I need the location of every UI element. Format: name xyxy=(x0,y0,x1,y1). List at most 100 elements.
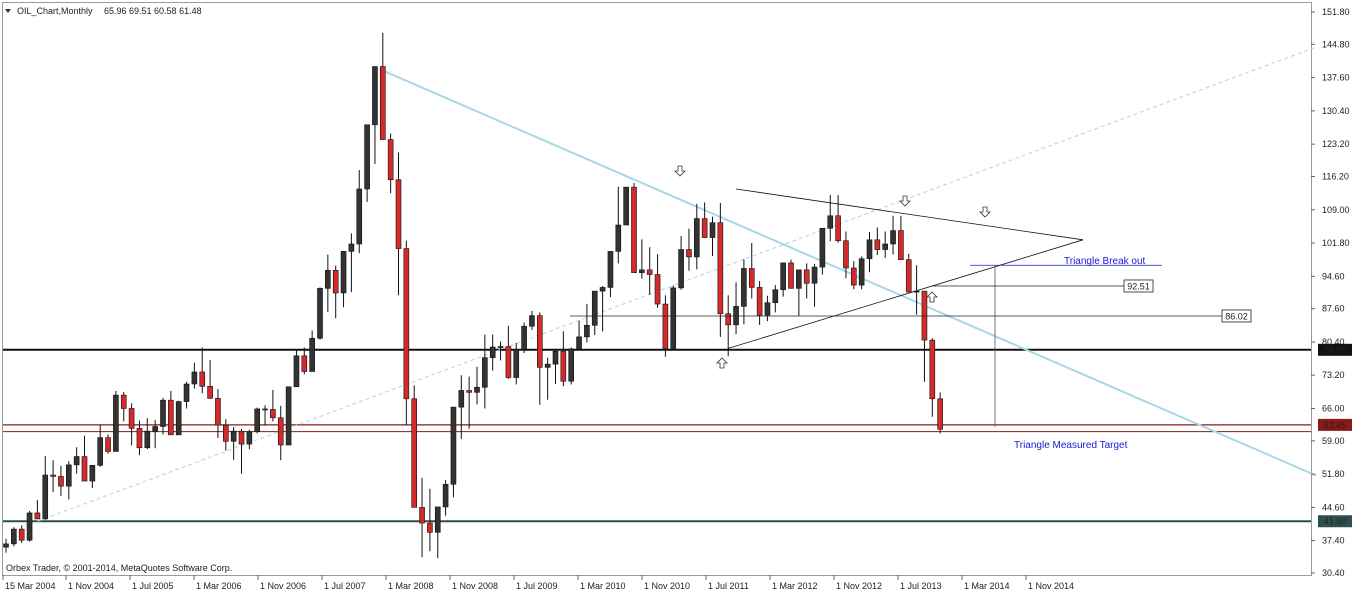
candle xyxy=(646,247,653,295)
candle xyxy=(309,330,315,372)
candle xyxy=(458,375,465,439)
candle-body xyxy=(466,390,472,393)
candle-body xyxy=(866,239,873,260)
candle-body xyxy=(709,222,716,238)
candle-body xyxy=(73,456,80,466)
candle-body xyxy=(670,287,677,349)
candle xyxy=(725,295,732,357)
candle xyxy=(780,262,786,297)
triangle-lower-line xyxy=(728,239,1084,349)
candle-body xyxy=(544,363,551,368)
candle-body xyxy=(513,349,520,378)
y-axis: 151.80 144.80 137.60 130.40 123.20 116.20 109.… xyxy=(1311,7,1352,578)
candle xyxy=(756,280,763,325)
candle xyxy=(866,231,873,273)
candle xyxy=(803,263,810,299)
x-tick-label: 1 Mar 2008 xyxy=(388,581,434,591)
candle xyxy=(50,460,56,493)
price-level-tag xyxy=(1318,515,1352,528)
candle-body xyxy=(764,302,771,316)
candle-body xyxy=(780,262,786,291)
candle-body xyxy=(403,248,410,400)
candle xyxy=(544,357,551,400)
candle-body xyxy=(230,430,237,442)
candle xyxy=(497,341,504,361)
price-level-tag xyxy=(1318,343,1352,356)
candle-body xyxy=(427,522,433,533)
candle xyxy=(811,263,818,307)
x-tick-label: 1 Mar 2006 xyxy=(196,581,242,591)
candle xyxy=(560,331,567,387)
chevron-down-icon[interactable] xyxy=(5,9,11,13)
candle-body xyxy=(207,386,213,399)
candle-body xyxy=(160,399,166,427)
candle xyxy=(81,435,88,482)
candle-body xyxy=(811,266,818,284)
candle xyxy=(709,216,716,256)
candle xyxy=(168,390,174,436)
candle xyxy=(340,251,347,308)
candle-body xyxy=(568,348,575,382)
candle xyxy=(152,420,158,449)
candle-body xyxy=(615,224,622,252)
candle-body xyxy=(874,239,881,250)
candle xyxy=(144,418,151,450)
candle xyxy=(819,227,826,275)
candle xyxy=(411,385,418,508)
candle-body xyxy=(175,401,182,436)
y-tick-label: 137.60 xyxy=(1322,73,1350,83)
x-tick-label: 1 Nov 2012 xyxy=(836,581,882,591)
candle xyxy=(858,256,865,290)
candle xyxy=(317,287,323,340)
candle-body xyxy=(50,474,56,477)
candle-body xyxy=(882,243,889,250)
candle xyxy=(113,390,119,452)
candle xyxy=(788,259,794,289)
candle-body xyxy=(693,218,700,258)
candle xyxy=(246,429,253,450)
candle-body xyxy=(199,371,206,387)
candle-body xyxy=(654,274,661,305)
y-tick-label: 59.00 xyxy=(1322,436,1345,446)
candle xyxy=(850,261,857,290)
candle-body xyxy=(183,383,190,402)
candle-body xyxy=(246,431,253,445)
candle xyxy=(372,66,378,165)
candle-body xyxy=(66,464,72,487)
candle xyxy=(584,304,590,343)
candle-body xyxy=(835,215,841,242)
candle xyxy=(215,389,221,439)
candle-body xyxy=(741,268,747,307)
candle-body xyxy=(929,339,936,400)
candle-body xyxy=(748,268,755,288)
candle-body xyxy=(419,507,425,524)
candle xyxy=(639,239,645,279)
candle xyxy=(929,338,936,417)
candle-body xyxy=(796,269,802,289)
candle xyxy=(18,525,25,543)
candle xyxy=(882,231,889,258)
candle xyxy=(379,32,386,140)
candle xyxy=(505,325,512,379)
candle xyxy=(301,347,308,375)
candle xyxy=(160,397,166,435)
y-tick-label: 101.80 xyxy=(1322,238,1350,248)
x-tick-label: 1 Mar 2010 xyxy=(580,581,626,591)
candle-body xyxy=(536,315,543,368)
candle xyxy=(631,182,637,273)
candle-body xyxy=(223,424,229,442)
candle xyxy=(623,186,629,226)
candle-body xyxy=(89,465,96,482)
candle-body xyxy=(788,262,794,289)
candle-body xyxy=(678,249,684,289)
candle xyxy=(442,480,449,516)
candle xyxy=(128,403,135,446)
y-tick-label: 73.20 xyxy=(1322,370,1345,380)
candle-body xyxy=(850,267,857,286)
candle-body xyxy=(450,406,457,485)
candle xyxy=(387,133,394,194)
candle xyxy=(120,391,127,422)
candle xyxy=(741,259,747,325)
x-tick-label: 15 Mar 2004 xyxy=(5,581,56,591)
